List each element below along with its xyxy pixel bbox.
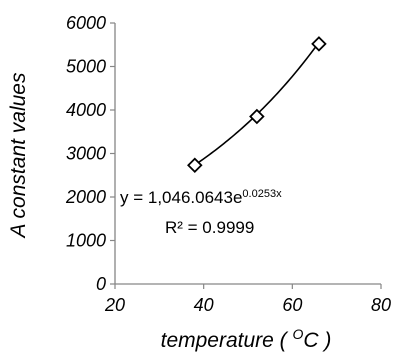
x-tick-label: 60: [282, 295, 302, 315]
y-tick-label: 0: [96, 274, 106, 294]
y-tick-label: 5000: [66, 57, 106, 77]
y-tick-label: 1000: [66, 231, 106, 251]
data-point: [311, 36, 327, 52]
plot-frame: [114, 23, 381, 285]
y-axis-title: A constant values: [7, 72, 30, 239]
data-point: [249, 108, 265, 125]
trendline-equation: y = 1,046.0643e0.0253x: [120, 188, 282, 207]
y-tick-labels: 0 1000 2000 3000 4000 5000 6000: [65, 13, 115, 294]
y-tick-label: 6000: [66, 13, 106, 33]
data-point: [187, 157, 203, 174]
trendline: [194, 41, 320, 166]
y-tick-label: 2000: [65, 187, 106, 207]
data-points: [187, 36, 327, 174]
x-tick-label: 80: [371, 295, 391, 315]
x-tick-label: 20: [104, 295, 125, 315]
x-tick-label: 40: [194, 295, 214, 315]
y-tick-label: 3000: [66, 144, 106, 164]
x-axis-title: temperature ( OC ): [161, 326, 332, 352]
x-tick-labels: 20 40 60 80: [104, 284, 391, 315]
y-tick-label: 4000: [66, 100, 106, 120]
trendline-curve: [194, 41, 320, 166]
r-squared-label: R² = 0.9999: [165, 218, 254, 237]
